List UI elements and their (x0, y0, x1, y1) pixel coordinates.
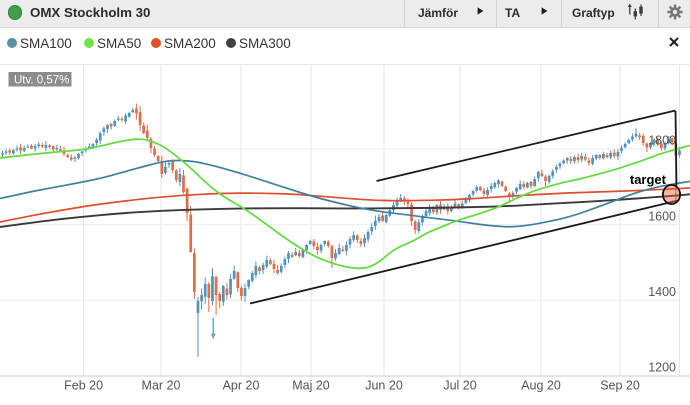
svg-text:1200: 1200 (648, 361, 676, 375)
svg-text:Jun 20: Jun 20 (365, 379, 403, 393)
svg-text:Aug 20: Aug 20 (521, 379, 561, 393)
svg-text:1600: 1600 (648, 209, 676, 223)
svg-text:1400: 1400 (648, 285, 676, 299)
svg-text:Utv. 0,57%: Utv. 0,57% (14, 74, 69, 86)
svg-text:1800: 1800 (648, 134, 676, 148)
svg-text:Jul 20: Jul 20 (443, 379, 476, 393)
svg-text:Feb 20: Feb 20 (64, 379, 103, 393)
svg-text:Apr 20: Apr 20 (223, 379, 260, 393)
svg-text:target: target (630, 172, 667, 187)
svg-text:Mar 20: Mar 20 (142, 379, 181, 393)
svg-text:Sep 20: Sep 20 (600, 379, 640, 393)
svg-text:Maj 20: Maj 20 (292, 379, 330, 393)
